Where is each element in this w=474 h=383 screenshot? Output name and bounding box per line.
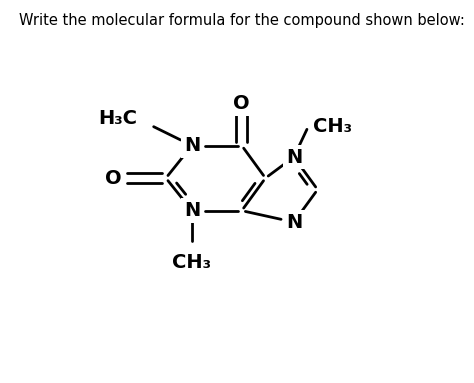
- Text: CH₃: CH₃: [173, 253, 211, 272]
- Text: CH₃: CH₃: [313, 117, 352, 136]
- Text: N: N: [286, 147, 302, 167]
- Text: O: O: [233, 94, 250, 113]
- Text: H₃C: H₃C: [99, 109, 137, 128]
- Text: N: N: [184, 136, 200, 155]
- Text: N: N: [286, 213, 302, 232]
- Text: Write the molecular formula for the compound shown below:: Write the molecular formula for the comp…: [19, 13, 465, 28]
- Text: O: O: [105, 169, 122, 188]
- Text: N: N: [184, 201, 200, 220]
